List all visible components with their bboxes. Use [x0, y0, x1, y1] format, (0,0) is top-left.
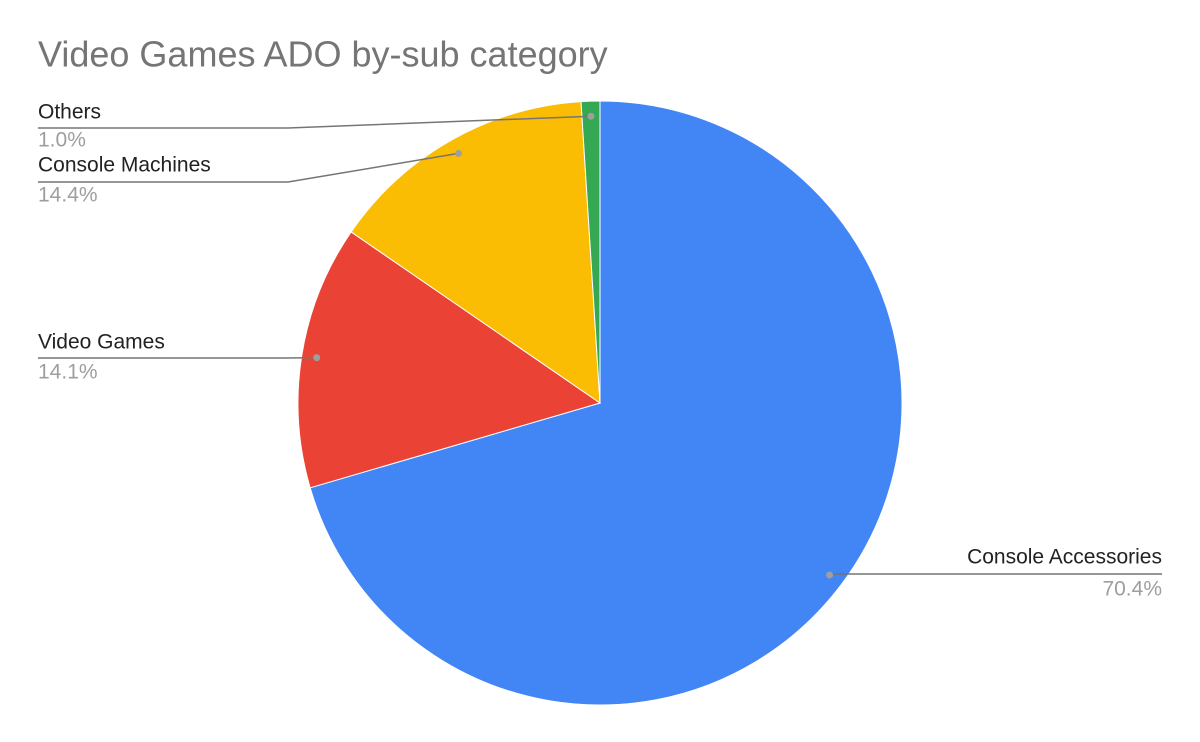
slice-value-label: 14.4% — [38, 184, 98, 207]
leader-dot — [313, 354, 321, 362]
slice-value-label: 14.1% — [38, 361, 98, 384]
slice-label: Video Games — [38, 331, 165, 354]
leader-line — [38, 115, 592, 129]
slice-label: Others — [38, 101, 101, 124]
pie-slice — [309, 100, 903, 706]
leader-dot — [587, 112, 595, 120]
leader-line — [828, 573, 1162, 576]
slice-label: Console Accessories — [967, 546, 1162, 569]
pie-slice — [297, 231, 602, 489]
chart-title: Video Games ADO by-sub category — [38, 34, 608, 75]
slice-value-label: 70.4% — [1102, 578, 1162, 601]
leader-dot — [826, 571, 834, 579]
pie-slice — [350, 101, 601, 404]
slice-value-label: 1.0% — [38, 129, 86, 152]
leader-dot — [455, 149, 463, 157]
pie-slice — [580, 100, 601, 404]
leader-line — [38, 152, 459, 183]
slice-label: Console Machines — [38, 154, 211, 177]
